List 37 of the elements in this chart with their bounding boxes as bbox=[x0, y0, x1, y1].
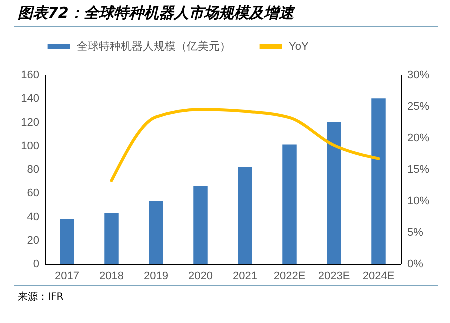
bar bbox=[149, 201, 164, 264]
bar bbox=[372, 98, 386, 264]
y-tick-label: 140 bbox=[21, 93, 40, 106]
bar bbox=[104, 213, 119, 264]
y2-tick-label: 20% bbox=[408, 132, 430, 144]
x-tick-label: 2022E bbox=[274, 270, 306, 282]
chart-title: 图表72：全球特种机器人市场规模及增速 bbox=[14, 0, 438, 27]
legend-label: YoY bbox=[289, 41, 310, 53]
x-tick-label: 2021 bbox=[233, 270, 258, 282]
y2-tick-label: 0% bbox=[408, 258, 424, 270]
y-tick-label: 40 bbox=[27, 211, 40, 224]
y-tick-label: 60 bbox=[27, 188, 40, 200]
y-tick-label: 20 bbox=[27, 234, 40, 247]
x-tick-label: 2023E bbox=[318, 270, 350, 282]
bar bbox=[60, 219, 74, 264]
bar bbox=[282, 144, 297, 264]
source-note: 来源：IFR bbox=[14, 286, 438, 308]
legend-label: 全球特种机器人规模（亿美元） bbox=[77, 40, 231, 53]
bar bbox=[327, 122, 342, 264]
x-tick-label: 2019 bbox=[144, 270, 168, 282]
y2-tick-label: 30% bbox=[408, 70, 430, 82]
y2-tick-label: 25% bbox=[408, 101, 430, 113]
y2-tick-label: 5% bbox=[408, 227, 424, 239]
bar bbox=[238, 167, 252, 264]
y-tick-label: 120 bbox=[21, 116, 40, 129]
bar bbox=[194, 186, 208, 264]
y-tick-label: 100 bbox=[21, 140, 40, 152]
y2-tick-label: 15% bbox=[408, 164, 430, 176]
x-tick-label: 2018 bbox=[100, 270, 124, 282]
line-series bbox=[110, 108, 380, 182]
y-tick-label: 0 bbox=[33, 258, 40, 270]
y-tick-label: 160 bbox=[21, 70, 40, 82]
x-tick-label: 2020 bbox=[188, 270, 213, 282]
x-tick-label: 2024E bbox=[362, 270, 395, 282]
y2-tick-label: 10% bbox=[408, 196, 430, 208]
y-tick-label: 80 bbox=[27, 164, 40, 176]
x-tick-label: 2017 bbox=[55, 270, 80, 282]
